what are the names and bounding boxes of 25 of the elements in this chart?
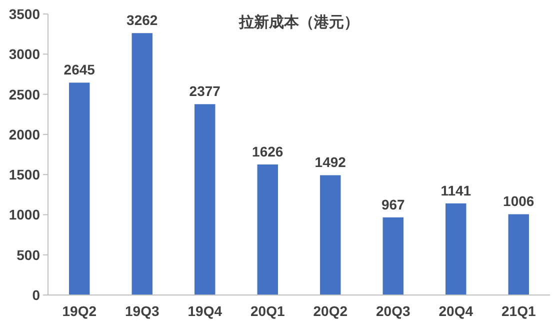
y-tick-label: 2500	[8, 86, 40, 102]
y-tick-label: 3500	[8, 6, 40, 22]
y-tick-label: 1000	[8, 206, 40, 223]
x-tick-label: 20Q3	[376, 303, 410, 319]
data-label: 1492	[314, 154, 346, 170]
data-label: 1141	[440, 182, 472, 198]
data-label: 2645	[64, 62, 96, 78]
data-label: 967	[381, 196, 406, 212]
y-tick-label: 2000	[8, 126, 40, 142]
y-tick-label: 500	[16, 246, 40, 263]
x-tick-label: 20Q1	[250, 303, 285, 319]
x-tick-label: 19Q3	[125, 303, 160, 319]
x-tick-label: 20Q4	[438, 303, 474, 319]
data-label: 1006	[503, 193, 534, 210]
x-tick-label: 19Q2	[62, 303, 97, 319]
data-label: 1626	[252, 143, 284, 160]
data-label: 3262	[126, 12, 158, 28]
y-tick-label: 0	[32, 287, 40, 303]
title: 拉新成本（港元）	[239, 14, 359, 31]
y-tick-label: 3000	[8, 46, 40, 62]
data-label: 2377	[189, 83, 221, 100]
x-tick-label: 21Q1	[502, 303, 536, 319]
x-tick-label: 19Q4	[188, 303, 222, 319]
y-tick-label: 1500	[8, 166, 40, 183]
x-tick-label: 20Q2	[313, 303, 348, 319]
